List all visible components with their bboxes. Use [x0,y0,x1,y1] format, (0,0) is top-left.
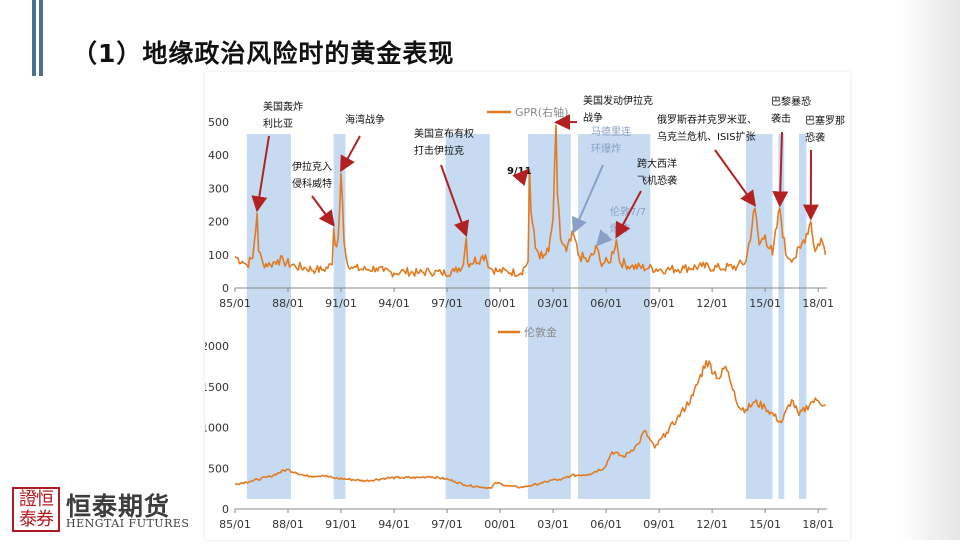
shaded-period-4 [528,134,571,499]
top-x-tick-label: 91/01 [325,297,357,310]
event-annotation-5: 9/11 [507,166,532,180]
shaded-period-6 [746,134,773,499]
event-label: 战争 [583,111,603,124]
bottom-y-tick-label: 2000 [205,340,229,353]
event-label: 巴黎暴恐 [771,95,811,108]
company-logo: 證恒泰券 [12,487,60,532]
event-label: 美国发动伊拉克 [583,94,653,107]
title-accent-bar-right [39,0,43,76]
event-label: 伊拉克入 [292,160,332,173]
shaded-period-2 [334,134,346,499]
bottom-y-tick-label: 500 [208,462,229,475]
event-label: 侵科威特 [292,177,332,190]
top-y-tick-label: 500 [208,116,229,129]
event-label: 俄罗斯吞并克罗米亚、 [657,113,757,126]
top-x-tick-label: 12/01 [696,297,728,310]
event-label: 恐袭 [805,132,825,144]
bottom-x-tick-label: 18/01 [802,518,834,531]
top-x-tick-label: 85/01 [219,297,251,310]
slide-edge-shadow [900,0,960,540]
top-x-tick-label: 09/01 [643,297,675,310]
top-x-tick-label: 97/01 [431,297,463,310]
top-y-tick-label: 100 [208,249,229,262]
event-label: 乌克兰危机、ISIS扩张 [657,130,756,143]
bottom-x-tick-label: 15/01 [749,518,781,531]
top-y-tick-label: 0 [222,282,229,295]
event-label: 海湾战争 [345,113,385,126]
top-x-tick-label: 00/01 [484,297,516,310]
bottom-x-tick-label: 85/01 [219,518,251,531]
shaded-period-8 [799,134,806,499]
event-annotation-3: 海湾战争 [341,113,385,170]
legend-label-gold: 伦敦金 [524,325,557,339]
bottom-y-tick-label: 0 [222,503,229,516]
top-x-tick-label: 94/01 [378,297,410,310]
event-label: 美国轰炸 [263,100,303,113]
event-label: 打击伊拉克 [414,144,464,157]
chart-panel: 0 100 200 300 400 500 85/01 88/01 91/01 94/01 97/0… [205,72,850,540]
event-label: 跨大西洋 [637,157,677,170]
event-label: 利比亚 [263,118,293,130]
event-label: 9/11 [507,166,532,177]
title-accent-bar-left [32,0,36,76]
gpr-gold-chart: 0 100 200 300 400 500 85/01 88/01 91/01 94/01 97/0… [205,72,850,540]
event-label: 袭击 [771,113,791,125]
top-x-tick-label: 18/01 [802,297,834,310]
shaded-period-1 [247,134,291,499]
event-label: 美国宣布有权 [414,127,474,140]
top-y-tick-label: 200 [208,216,229,229]
bottom-x-tick-label: 12/01 [696,518,728,531]
event-arrow [312,196,334,225]
top-y-tick-label: 300 [208,182,229,195]
brand-name-en: HENGTAI FUTURES [66,517,189,530]
bottom-x-tick-label: 88/01 [272,518,304,531]
bottom-x-tick-label: 09/01 [643,518,675,531]
logo-text: 證恒泰券 [19,489,53,530]
event-label: 巴塞罗那 [805,114,845,127]
shaded-period-5 [578,134,650,499]
bottom-x-tick-label: 03/01 [537,518,569,531]
top-x-tick-label: 88/01 [272,297,304,310]
slide-title: （1）地缘政治风险时的黄金表现 [72,34,454,70]
top-x-tick-label: 06/01 [590,297,622,310]
legend-label-gpr: GPR(右轴) [515,105,568,119]
bottom-x-tick-label: 94/01 [378,518,410,531]
bottom-x-tick-label: 06/01 [590,518,622,531]
top-x-tick-label: 03/01 [537,297,569,310]
bottom-x-tick-label: 97/01 [431,518,463,531]
top-y-tick-label: 400 [208,149,229,162]
bottom-x-tick-label: 91/01 [325,518,357,531]
event-label: 环爆炸 [591,143,621,155]
bottom-y-tick-label: 1500 [205,381,229,394]
event-label: 飞机恐袭 [637,174,677,187]
bottom-x-tick-label: 00/01 [484,518,516,531]
bottom-y-tick-label: 1000 [205,422,229,435]
event-label: 马德里连 [591,125,631,138]
shaded-period-3 [446,134,490,499]
top-x-tick-label: 15/01 [749,297,781,310]
